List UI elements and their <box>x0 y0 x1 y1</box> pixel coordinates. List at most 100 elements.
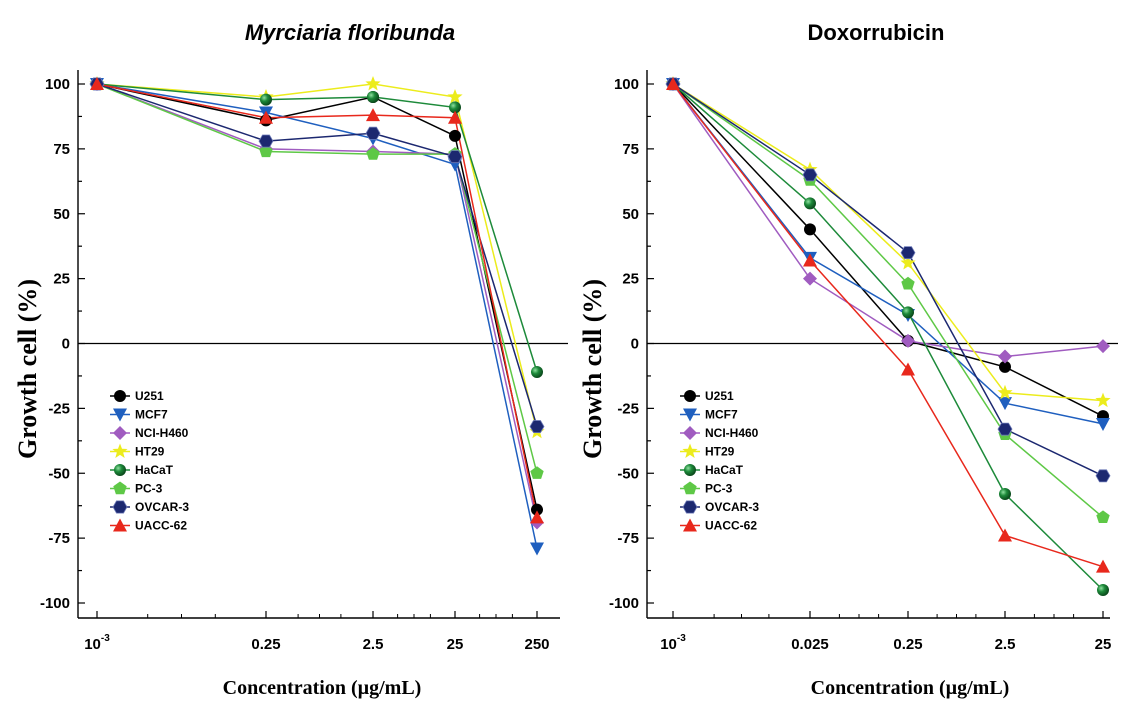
right-legend-marker <box>684 390 696 402</box>
right-data-point <box>1096 510 1110 523</box>
right-data-point <box>901 333 915 348</box>
right-legend-item: OVCAR-3 <box>680 500 759 514</box>
left-series-lines <box>96 83 538 549</box>
left-legend-marker <box>114 390 126 402</box>
right-series-line-uacc-62 <box>672 83 1104 568</box>
right-data-point <box>804 223 816 236</box>
left-data-point <box>448 110 462 124</box>
right-legend-label: HaCaT <box>705 463 744 477</box>
left-data-point <box>447 89 463 104</box>
left-legend-marker <box>113 518 127 532</box>
right-legend-marker <box>682 443 698 458</box>
left-y-tick-label: -50 <box>48 465 70 482</box>
left-legend-label: PC-3 <box>135 482 163 496</box>
right-data-point <box>1096 339 1110 354</box>
left-y-tick-label: -100 <box>40 595 70 612</box>
right-legend-label: UACC-62 <box>705 519 757 533</box>
right-legend-item: HT29 <box>680 443 735 459</box>
right-y-axis-title: Growth cell (%) <box>578 279 607 459</box>
right-y-tick-label: 50 <box>622 206 639 223</box>
left-legend-marker <box>114 464 126 476</box>
left-y-tick-label: 100 <box>45 76 70 93</box>
right-y-tick-label: -100 <box>609 595 639 612</box>
left-data-point <box>531 366 543 379</box>
left-x-axis-title: Concentration (µg/mL) <box>223 677 422 699</box>
left-data-point <box>366 108 380 122</box>
left-data-point <box>90 77 104 90</box>
right-y-tick-label: 100 <box>614 76 639 93</box>
left-legend-label: OVCAR-3 <box>135 500 189 514</box>
right-data-point <box>1095 392 1111 408</box>
right-data-point <box>901 362 915 376</box>
right-data-point <box>900 246 916 260</box>
right-legend-marker <box>683 408 697 422</box>
left-y-tick-label: 25 <box>53 271 70 288</box>
right-data-point <box>999 488 1011 501</box>
left-data-point <box>449 101 461 114</box>
left-y-tick-label: 75 <box>53 141 70 158</box>
left-legend-marker <box>112 443 128 458</box>
left-legend-item: UACC-62 <box>110 518 187 533</box>
right-y-tick-label: -50 <box>617 465 639 482</box>
right-y-tick-label: 25 <box>622 271 639 288</box>
left-data-point <box>447 150 463 164</box>
right-legend-item: UACC-62 <box>680 518 757 533</box>
right-x-tick-label: 2.5 <box>995 636 1016 653</box>
right-legend-marker <box>684 464 696 476</box>
right-legend-label: NCI-H460 <box>705 426 759 440</box>
left-x-tick-label: 2.5 <box>363 636 384 653</box>
right-data-point <box>998 397 1012 411</box>
right-data-point <box>998 528 1012 542</box>
right-x-tick-label: 0.025 <box>791 636 829 653</box>
left-legend-item: HT29 <box>110 443 165 459</box>
right-data-point <box>1095 469 1111 483</box>
right-chart-panel: Doxorrubicin Growth cell (%) Concentrati… <box>578 20 1118 699</box>
right-series-line-pc-3 <box>672 83 1104 518</box>
right-data-point <box>1097 584 1109 597</box>
right-legend-label: MCF7 <box>705 408 738 422</box>
left-data-point <box>529 420 545 434</box>
right-legend-marker <box>683 518 697 532</box>
right-x-tick-label: 10-3 <box>660 633 686 653</box>
right-data-point <box>999 360 1011 373</box>
left-data-point <box>530 466 544 479</box>
left-data-point <box>531 503 543 516</box>
left-x-tick-label: 25 <box>447 636 464 653</box>
left-legend-label: U251 <box>135 389 164 403</box>
right-data-point <box>804 197 816 210</box>
right-x-tick-label: 25 <box>1095 636 1112 653</box>
right-series-line-hacat <box>672 83 1104 591</box>
right-legend-label: PC-3 <box>705 482 733 496</box>
right-series-lines <box>672 83 1104 591</box>
right-data-point <box>900 255 916 270</box>
left-legend-marker <box>113 481 127 495</box>
left-legend-label: HT29 <box>135 445 165 459</box>
right-legend-label: OVCAR-3 <box>705 500 759 514</box>
right-x-tick-label: 0.25 <box>893 636 922 653</box>
left-legend-item: PC-3 <box>110 481 163 496</box>
right-data-point <box>997 384 1013 400</box>
left-y-tick-label: 0 <box>62 336 70 353</box>
left-legend-label: MCF7 <box>135 408 168 422</box>
right-y-tick-label: -75 <box>617 530 639 547</box>
right-data-point <box>803 271 817 286</box>
right-legend-item: NCI-H460 <box>680 426 759 440</box>
right-legend-marker <box>683 481 697 495</box>
right-y-tick-label: -25 <box>617 400 639 417</box>
left-y-axis-title: Growth cell (%) <box>13 279 42 459</box>
left-data-point <box>530 510 544 524</box>
left-chart-title: Myrciaria floribunda <box>245 20 455 45</box>
left-data-point <box>366 147 380 160</box>
left-data-point <box>449 129 461 142</box>
left-y-tick-label: -25 <box>48 400 70 417</box>
left-legend-label: UACC-62 <box>135 519 187 533</box>
left-series-markers <box>89 76 545 556</box>
left-legend-item: HaCaT <box>110 463 174 477</box>
left-x-tick-label: 0.25 <box>251 636 280 653</box>
left-data-point <box>260 93 272 106</box>
right-y-tick-label: 75 <box>622 141 639 158</box>
right-legend-label: U251 <box>705 389 734 403</box>
left-legend-item: U251 <box>110 389 164 403</box>
